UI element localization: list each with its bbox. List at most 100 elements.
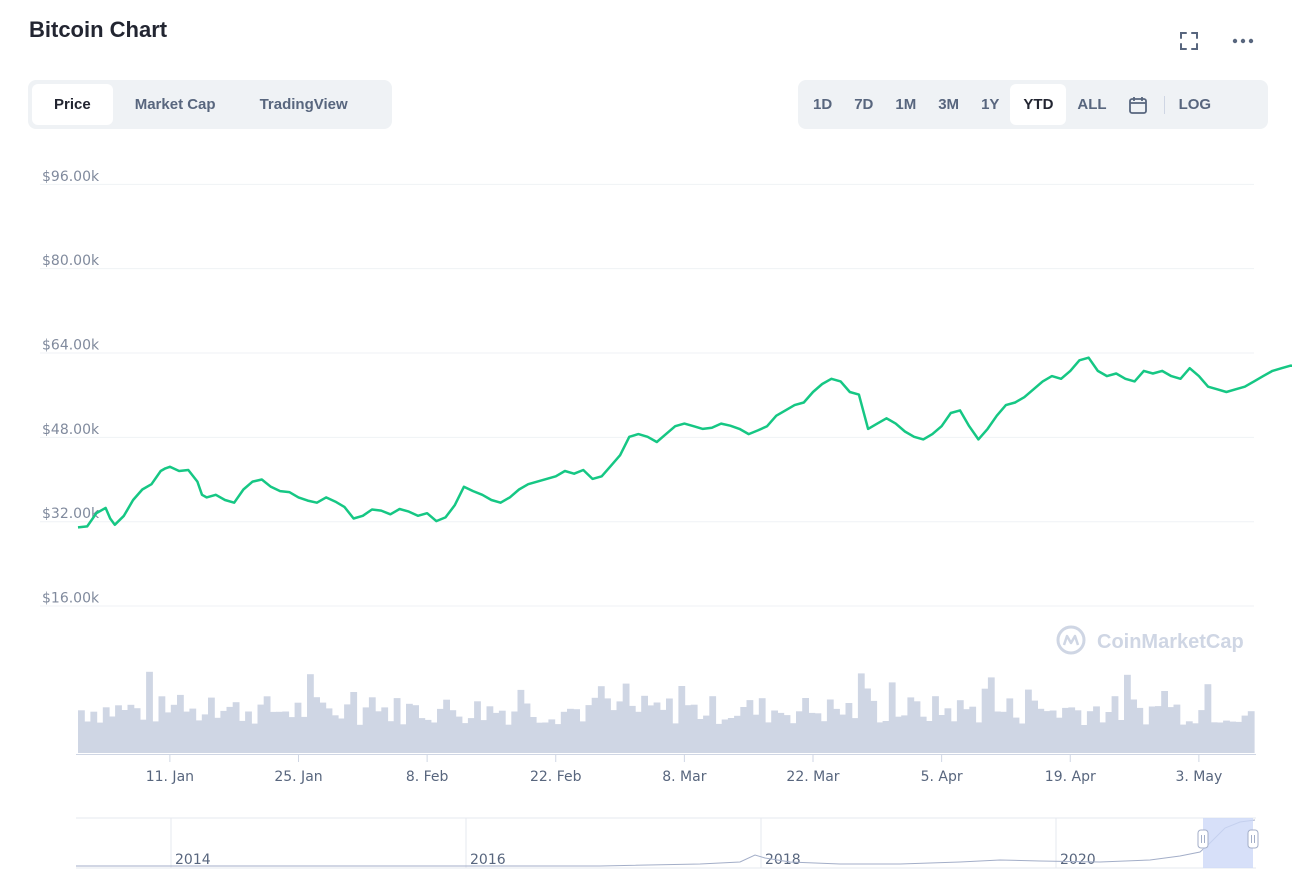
volume-bar	[263, 696, 271, 753]
calendar-icon[interactable]	[1118, 84, 1158, 125]
navigator-right-handle[interactable]	[1247, 829, 1259, 849]
volume-bar	[987, 677, 995, 753]
volume-bar	[115, 705, 122, 753]
volume-bar	[220, 710, 228, 753]
volume-bar	[226, 706, 234, 753]
volume-bar	[1204, 684, 1212, 753]
volume-bar	[616, 701, 624, 753]
y-axis-labels: $16.00k $32.00k $48.00k $64.00k $80.00k $96.0…	[42, 169, 100, 607]
x-tick-label: 3. May	[1175, 769, 1222, 785]
volume-bar	[1161, 691, 1168, 753]
volume-bar	[90, 711, 98, 753]
volume-bar	[926, 721, 933, 753]
volume-bar	[789, 723, 797, 753]
x-axis-ticks: 11. Jan 25. Jan 8. Feb 22. Feb 8. Mar 22. Mar…	[146, 754, 1222, 785]
volume-bar	[251, 723, 259, 753]
watermark: CoinMarketCap	[1056, 625, 1244, 655]
volume-bar	[857, 673, 865, 753]
range-1y-button[interactable]: 1Y	[981, 96, 1000, 113]
x-tick-label: 22. Mar	[786, 769, 839, 785]
volume-bar	[1229, 721, 1236, 753]
volume-bar	[139, 719, 147, 753]
volume-bar	[746, 700, 754, 753]
expand-icon[interactable]	[1176, 28, 1202, 54]
volume-bar	[1216, 722, 1224, 753]
volume-bar	[356, 724, 364, 753]
volume-bar	[1173, 704, 1181, 753]
volume-bar	[511, 711, 519, 753]
volume-bar	[765, 722, 772, 753]
page-title: Bitcoin Chart	[29, 17, 168, 42]
volume-bar	[269, 711, 277, 753]
volume-bar	[1031, 700, 1038, 753]
volume-bar	[1247, 711, 1255, 753]
volume-bar	[195, 720, 203, 753]
volume-bar	[703, 715, 710, 753]
coinmarketcap-logo-icon	[1056, 625, 1086, 655]
volume-bar	[610, 710, 618, 753]
volume-bar	[368, 697, 376, 753]
volume-bar	[1124, 674, 1131, 753]
volume-bar	[1086, 711, 1094, 753]
navigator-year-label: 2014	[175, 852, 211, 868]
volume-bar	[164, 712, 172, 753]
navigator-left-handle[interactable]	[1197, 829, 1209, 849]
volume-bar	[907, 697, 915, 753]
volume-bar	[597, 686, 605, 753]
range-1m-button[interactable]: 1M	[895, 96, 917, 113]
volume-bar	[641, 695, 648, 753]
volume-bar	[622, 683, 630, 753]
volume-bar	[554, 724, 562, 753]
tab-price[interactable]: Price	[32, 84, 113, 125]
range-ytd-button[interactable]: YTD	[1010, 84, 1067, 125]
volume-bar	[208, 697, 215, 753]
volume-bar	[344, 704, 351, 753]
volume-bar	[1136, 707, 1144, 753]
tab-market-cap[interactable]: Market Cap	[134, 96, 216, 113]
volume-bar	[870, 700, 878, 753]
volume-bar	[604, 698, 611, 753]
volume-bar	[659, 709, 667, 753]
range-7d-button[interactable]: 7D	[854, 96, 874, 113]
volume-bar	[84, 721, 91, 753]
volume-bar	[424, 719, 432, 753]
volume-bar	[851, 718, 859, 753]
volume-bar	[480, 720, 488, 753]
volume-bar	[777, 712, 785, 753]
navigator-year-label: 2020	[1060, 852, 1096, 868]
volume-bar	[542, 722, 549, 753]
more-dots-icon[interactable]	[1230, 28, 1256, 54]
volume-bar	[1062, 707, 1069, 753]
volume-bar	[1037, 708, 1045, 753]
volume-bar	[1093, 706, 1100, 753]
tab-tradingview[interactable]: TradingView	[259, 96, 348, 113]
volume-bar	[387, 721, 395, 753]
volume-bar	[1223, 720, 1230, 753]
volume-bar	[876, 722, 884, 753]
volume-bar	[492, 712, 500, 753]
volume-bar	[170, 704, 178, 753]
y-tick-label: $32.00k	[42, 506, 100, 522]
volume-bar	[455, 716, 463, 753]
volume-bar	[814, 713, 822, 753]
volume-bar	[888, 682, 896, 753]
volume-bar	[808, 712, 816, 753]
volume-bar	[1049, 710, 1057, 753]
range-3m-button[interactable]: 3M	[938, 96, 960, 113]
volume-bar	[375, 711, 382, 753]
volume-bar	[1105, 712, 1113, 753]
volume-bar	[399, 724, 407, 753]
volume-bar	[102, 707, 110, 753]
log-scale-toggle[interactable]: LOG	[1178, 96, 1212, 113]
volume-bar	[981, 688, 989, 753]
volume-bar	[1235, 721, 1243, 753]
volume-bar	[238, 720, 246, 753]
x-tick-label: 8. Mar	[662, 769, 706, 785]
volume-bar	[1111, 696, 1119, 753]
volume-bar	[1148, 706, 1156, 753]
volume-bar	[913, 701, 921, 753]
range-all-button[interactable]: ALL	[1077, 96, 1107, 113]
range-1d-button[interactable]: 1D	[813, 96, 833, 113]
volume-bar	[740, 707, 748, 753]
